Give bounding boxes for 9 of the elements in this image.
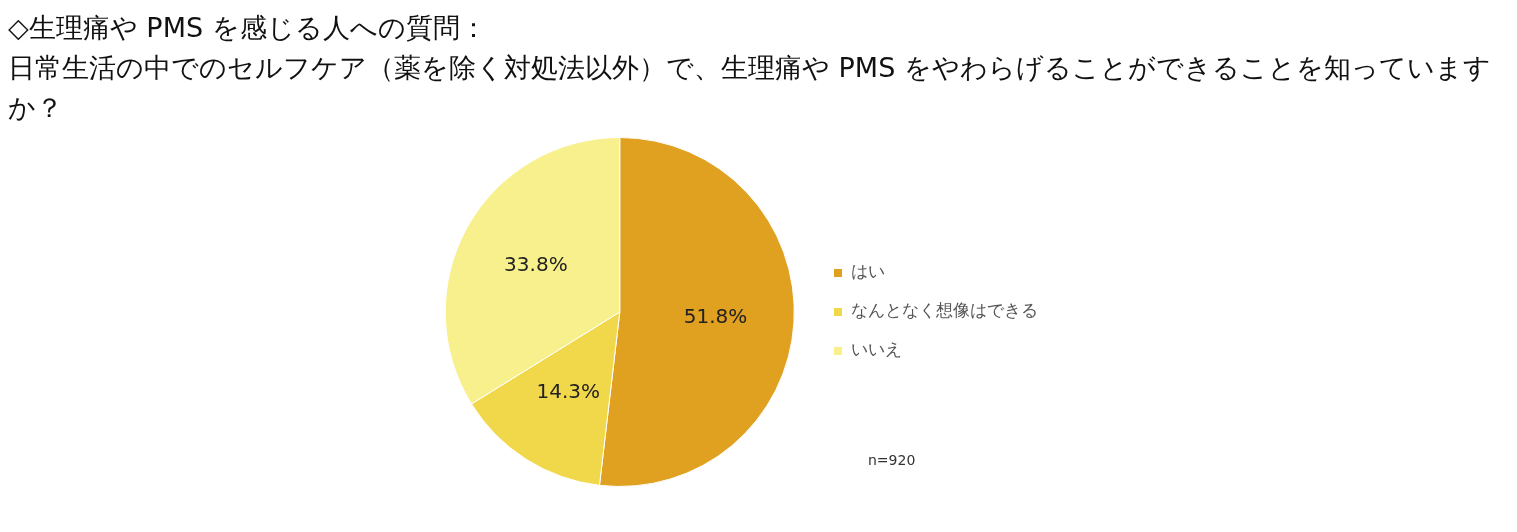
chart-subtitle: 日常生活の中でのセルフケア（薬を除く対処法以外）で、生理痛や PMS をやわらげることができることを知っていますか？ — [8, 51, 1492, 125]
data-label: 33.8% — [504, 251, 568, 276]
legend-label: なんとなく想像はできる — [851, 300, 1038, 321]
legend-label: いいえ — [851, 339, 902, 360]
legend-label: はい — [851, 261, 885, 282]
text: n=920 — [868, 452, 916, 468]
data-label: 51.8% — [683, 303, 748, 328]
data-label: 14.3% — [536, 379, 601, 404]
chart-title: ◇生理痛や PMS を感じる人への質問： — [8, 11, 488, 45]
